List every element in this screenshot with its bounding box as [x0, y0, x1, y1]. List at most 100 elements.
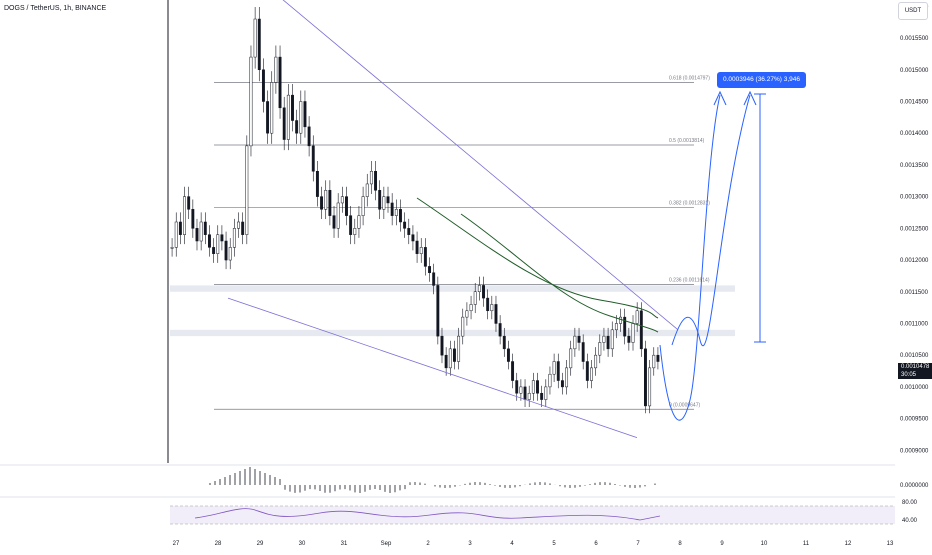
candle-body	[386, 196, 390, 204]
measure-label: 0.0003946 (36.27%) 3,946	[717, 72, 806, 88]
candle-body	[357, 215, 361, 229]
x-tick-label: 12	[845, 541, 852, 547]
candle-body	[482, 285, 485, 299]
countdown-label: 30:05	[901, 372, 917, 378]
candle-body	[502, 335, 506, 350]
x-tick-label: 10	[761, 541, 768, 547]
candle-body	[494, 304, 498, 324]
candle-body	[349, 215, 353, 235]
resistance-trendline	[282, 0, 679, 331]
candle-body	[369, 170, 373, 185]
candle-body	[560, 380, 564, 388]
x-tick-label: 3	[468, 541, 472, 547]
candle-body	[170, 247, 174, 249]
candle-body	[606, 335, 610, 350]
candle-body	[332, 215, 336, 229]
candle-body	[506, 348, 510, 362]
candle-body	[187, 196, 191, 210]
candle-body	[419, 247, 423, 254]
candle-body	[556, 361, 560, 381]
y-tick-label: 0.0012500	[900, 226, 929, 232]
candle-body	[390, 202, 394, 216]
y-tick-label: 0.0012000	[900, 258, 929, 264]
candle-body	[237, 221, 240, 229]
candle-body	[415, 240, 419, 254]
y-tick-label: 0.0013500	[900, 163, 929, 169]
support-trendline	[227, 297, 638, 439]
candle-body	[594, 354, 598, 369]
candle-body	[232, 228, 236, 248]
candle-body	[195, 228, 199, 242]
candle-body	[448, 348, 452, 369]
candle-body	[536, 380, 539, 394]
candle-body	[336, 202, 340, 229]
currency-button[interactable]: USDT	[898, 2, 928, 20]
candle-body	[307, 126, 311, 147]
candle-body	[631, 323, 635, 343]
macd-zero-label: 0.0000000	[900, 483, 929, 489]
candle-body	[581, 342, 585, 362]
y-tick-label: 0.0010500	[900, 353, 929, 359]
x-tick-label: 29	[257, 541, 264, 547]
projection-path-alt	[671, 94, 751, 347]
candle-body	[452, 348, 456, 362]
candle-body	[515, 380, 519, 394]
y-tick-label: 0.0010000	[900, 385, 929, 391]
candle-body	[498, 323, 502, 337]
candle-body	[585, 361, 589, 381]
fib-label: 0.618 (0.0014797)	[669, 76, 710, 82]
arrow-head	[743, 90, 757, 106]
x-tick-label: 11	[803, 541, 810, 547]
x-tick-label: 30	[299, 541, 306, 547]
y-tick-label: 0.0011500	[900, 290, 929, 296]
y-tick-label: 0.0009000	[900, 448, 929, 454]
candle-body	[436, 285, 440, 337]
candle-body	[465, 310, 469, 318]
candle-body	[544, 386, 548, 400]
candle-body	[602, 335, 606, 343]
candle-body	[199, 221, 203, 242]
fib-label: 0.236 (0.0011614)	[669, 278, 710, 284]
candle-body	[423, 247, 427, 267]
candle-body	[212, 247, 216, 254]
candle-body	[282, 107, 286, 140]
candle-body	[540, 392, 544, 400]
candle-body	[241, 221, 245, 235]
candle-body	[469, 304, 473, 312]
candle-body	[644, 348, 647, 407]
y-tick-label: 0.0014000	[900, 131, 929, 137]
candle-body	[552, 361, 556, 375]
candle-body	[203, 221, 207, 235]
candle-body	[573, 335, 577, 350]
candle-body	[444, 354, 448, 369]
x-tick-label: 6	[594, 541, 598, 547]
candle-body	[527, 392, 531, 400]
y-tick-label: 0.0013000	[900, 195, 929, 201]
y-tick-label: 0.0015500	[900, 36, 929, 42]
candle-body	[569, 348, 573, 369]
candle-body	[403, 221, 407, 229]
candle-body	[577, 335, 581, 343]
candle-body	[614, 323, 618, 331]
candle-body	[378, 190, 382, 210]
candle-body	[274, 56, 278, 83]
candle-body	[610, 329, 614, 350]
candle-body	[257, 18, 261, 71]
candle-body	[266, 101, 270, 134]
candle-body	[619, 316, 623, 324]
candle-body	[656, 354, 660, 362]
candle-body	[411, 234, 415, 242]
candle-body	[598, 342, 602, 356]
candle-body	[486, 297, 490, 312]
candle-body	[365, 183, 369, 197]
candle-body	[220, 234, 224, 242]
x-tick-label: 31	[341, 541, 348, 547]
candle-body	[340, 196, 344, 204]
rsi-band	[170, 506, 895, 524]
projection-path	[659, 94, 721, 421]
ma-short	[460, 213, 659, 333]
candle-body	[627, 335, 631, 343]
candle-body	[523, 386, 527, 400]
